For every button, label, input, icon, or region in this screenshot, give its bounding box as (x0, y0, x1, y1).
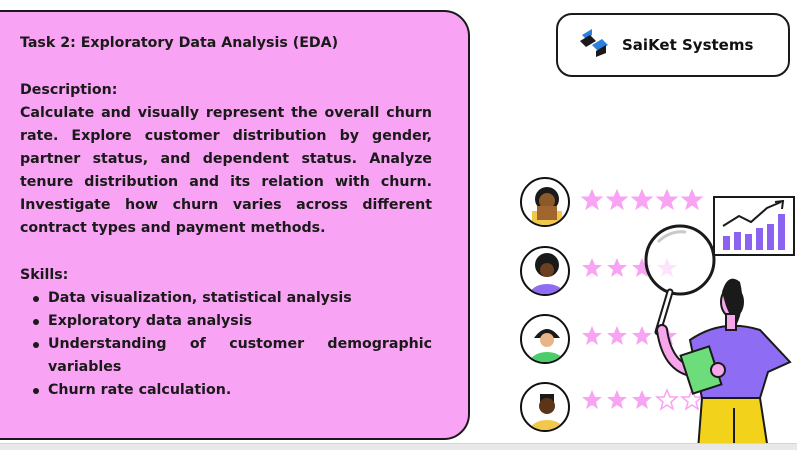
skill-item: Churn rate calculation. (30, 379, 432, 402)
rating-stars-row (580, 388, 710, 412)
task-title: Task 2: Exploratory Data Analysis (EDA) (20, 35, 339, 51)
saiket-logo-icon (576, 25, 612, 65)
rating-stars-row (580, 188, 710, 212)
task-card (0, 10, 470, 440)
reviewer-2-avatar (520, 246, 570, 296)
brand-name: SaiKet Systems (622, 36, 754, 54)
footer-bar (0, 443, 797, 450)
analyst-figure (640, 222, 797, 450)
description-text: Calculate and visually represent the ove… (20, 105, 432, 236)
skill-item: Data visualization, statistical analysis (30, 287, 432, 310)
review-illustration (510, 170, 797, 450)
brand-logo: SaiKet Systems (556, 13, 790, 77)
reviewer-1-avatar (520, 177, 570, 227)
reviewer-3-avatar (520, 314, 570, 364)
task-card-content: Task 2: Exploratory Data Analysis (EDA) … (20, 32, 432, 402)
reviewer-4-avatar (520, 382, 570, 432)
skill-item: Understanding of customer demographic va… (30, 333, 432, 379)
skills-heading: Skills: (20, 267, 69, 283)
growth-chart-icon (713, 196, 795, 256)
skill-item: Exploratory data analysis (30, 310, 432, 333)
skills-list: Data visualization, statistical analysis… (30, 287, 432, 402)
description-heading: Description: (20, 82, 118, 98)
